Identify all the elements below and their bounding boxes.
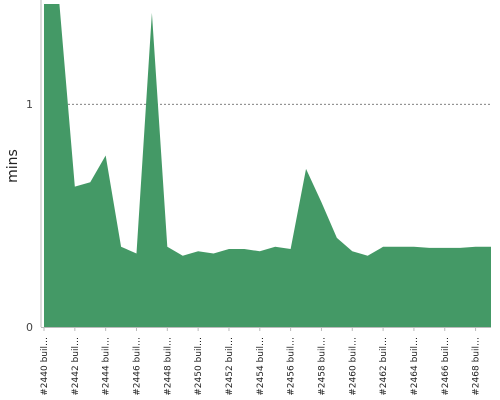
x-tick-label: #2468 buil… <box>472 337 482 396</box>
y-axis-title: mins <box>5 149 21 183</box>
x-tick-label: #2458 buil… <box>317 337 327 396</box>
x-tick-label: #2456 buil… <box>287 337 297 396</box>
x-tick-label: #2448 buil… <box>163 337 173 396</box>
x-tick-label: #2452 buil… <box>225 337 235 396</box>
x-tick-label: #2454 buil… <box>256 337 266 396</box>
y-tick-label: 1 <box>26 98 33 111</box>
area-series <box>44 4 491 327</box>
x-tick-label: #2442 buil… <box>71 337 81 396</box>
x-tick-label: #2446 buil… <box>132 337 142 396</box>
x-tick-label: #2460 buil… <box>348 337 358 396</box>
x-tick-label: #2440 buil… <box>40 337 50 396</box>
y-tick-label: 0 <box>26 321 33 334</box>
x-tick-labels: #2440 buil… #2442 buil… #2444 buil… #2446 b… <box>40 327 482 396</box>
x-tick-label: #2462 buil… <box>379 337 389 396</box>
x-tick-label: #2464 buil… <box>410 337 420 396</box>
x-tick-label: #2444 buil… <box>102 337 112 396</box>
x-tick-label: #2466 buil… <box>441 337 451 396</box>
x-tick-label: #2450 buil… <box>194 337 204 396</box>
y-tick-labels: 01 <box>26 98 33 334</box>
